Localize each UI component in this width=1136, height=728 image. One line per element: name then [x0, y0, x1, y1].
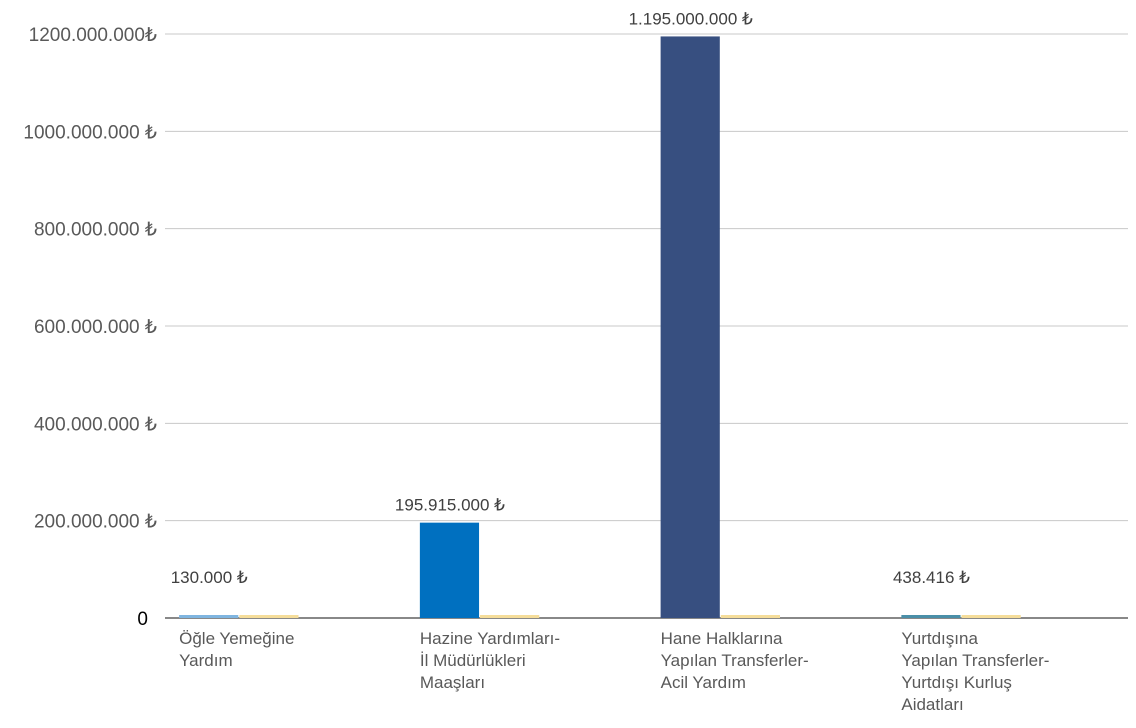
bar-series-1-category-3: [660, 36, 720, 618]
y-tick-label: 600.000.000 ₺: [34, 317, 157, 338]
category-label-line: Yurtdışı Kurluş: [901, 673, 1012, 692]
y-tick-label: 400.000.000 ₺: [34, 414, 157, 435]
bar-series-1-category-4: [901, 615, 961, 618]
category-label-line: Öğle Yemeğine: [179, 629, 294, 648]
category-label-line: Yapılan Transferler-: [901, 651, 1049, 670]
x-axis-category-labels: Öğle Yemeğine Yardım Hazine Yardımları- İl …: [179, 629, 1049, 714]
bar-series-2-category-2: [480, 615, 540, 618]
category-label-line: Hane Halklarına: [661, 629, 783, 648]
y-tick-label: 1200.000.000₺: [29, 25, 157, 46]
bar-series-2-category-1: [239, 615, 299, 618]
bar-series-2-category-3: [720, 615, 780, 618]
data-label: 438.416 ₺: [893, 568, 970, 587]
y-tick-label: 0: [137, 609, 148, 630]
category-label: Yurtdışına Yapılan Transferler- Yurtdışı K…: [901, 629, 1049, 714]
category-label-line: Yapılan Transferler-: [661, 651, 809, 670]
category-label: Hazine Yardımları- İl Müdürlükleri Maaşlar…: [420, 629, 560, 692]
category-label: Öğle Yemeğine Yardım: [179, 629, 294, 670]
category-label-line: Yardım: [179, 651, 233, 670]
y-tick-label: 1000.000.000 ₺: [23, 122, 157, 143]
grid-lines: [165, 33, 1128, 619]
bar-series-1-category-2: [419, 522, 480, 618]
category-label-line: İl Müdürlükleri: [420, 651, 526, 670]
category-label-line: Hazine Yardımları-: [420, 629, 560, 648]
category-label-line: Yurtdışına: [901, 629, 978, 648]
category-label-line: Acil Yardım: [661, 673, 746, 692]
data-label: 130.000 ₺: [171, 568, 248, 587]
bar-series-1-category-1: [179, 615, 239, 618]
y-tick-label: 800.000.000 ₺: [34, 220, 157, 241]
bars: [179, 36, 1021, 618]
data-labels: 130.000 ₺ 195.915.000 ₺ 1.195.000.000 ₺ 438…: [171, 9, 970, 587]
category-label-line: Maaşları: [420, 673, 485, 692]
data-label: 1.195.000.000 ₺: [629, 9, 753, 28]
data-label: 195.915.000 ₺: [395, 496, 505, 515]
bar-series-2-category-4: [961, 615, 1021, 618]
y-tick-label: 200.000.000 ₺: [34, 512, 157, 533]
category-label: Hane Halklarına Yapılan Transferler- Acil …: [661, 629, 809, 692]
y-axis-tick-labels: 0 200.000.000 ₺ 400.000.000 ₺ 600.000.000 ₺…: [23, 25, 157, 630]
category-label-line: Aidatları: [901, 695, 963, 714]
